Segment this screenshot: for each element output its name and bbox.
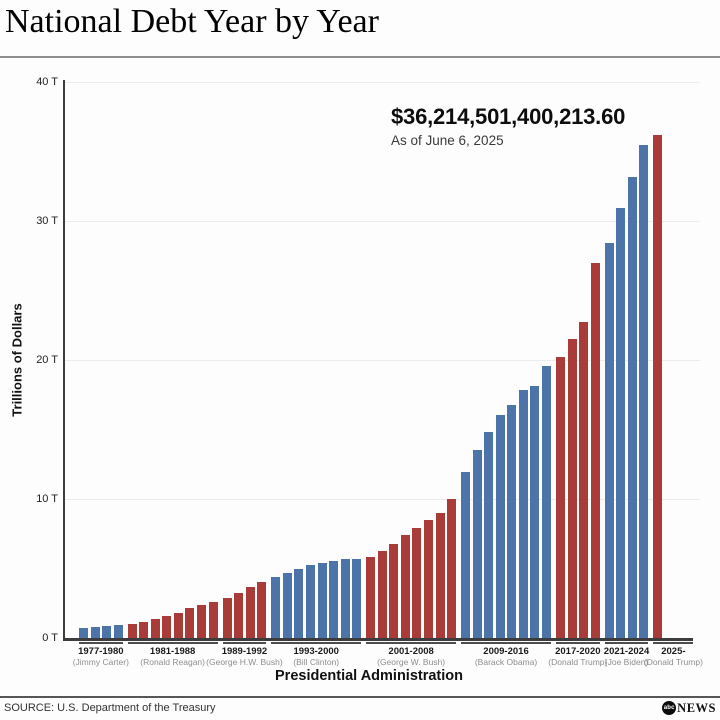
debt-bar <box>113 625 123 638</box>
chart-title: National Debt Year by Year <box>5 3 379 40</box>
group-bracket <box>79 642 123 644</box>
debt-bar <box>627 176 637 638</box>
group-president-label: (George H.W. Bush) <box>206 656 283 667</box>
group-years-label: 2009-2016 <box>483 645 529 657</box>
debt-bar <box>150 618 160 638</box>
debt-bar <box>90 627 100 638</box>
debt-bar <box>495 414 505 638</box>
grid-line <box>65 359 700 361</box>
group-years-label: 1989-1992 <box>221 645 268 657</box>
debt-bar <box>435 512 445 638</box>
debt-bar <box>173 612 183 638</box>
group-bracket <box>653 642 694 644</box>
group-years-label: 1993-2000 <box>293 645 339 657</box>
debt-bar <box>139 622 149 638</box>
debt-bar <box>377 551 387 638</box>
debt-bar <box>208 601 218 638</box>
debt-bar <box>541 365 551 638</box>
debt-bar <box>423 519 433 638</box>
annotation-date: As of June 6, 2025 <box>391 133 504 148</box>
debt-bar <box>329 561 339 638</box>
group-bracket <box>222 642 267 644</box>
abc-logo-icon: abc <box>662 701 677 715</box>
grid-line <box>65 81 700 83</box>
group-years-label: 2017-2020 <box>555 645 601 657</box>
debt-bar <box>366 557 376 638</box>
group-president-label: (Donald Trump) <box>548 656 608 667</box>
debt-annotation: $36,214,501,400,213.60 As of June 6, 202… <box>391 104 625 148</box>
group-bracket <box>461 642 551 644</box>
y-tick-label: 10 T <box>36 493 58 505</box>
debt-bar <box>653 134 663 638</box>
group-years-label: 2025- <box>661 645 686 657</box>
group-years-label: 2021-2024 <box>603 645 650 657</box>
group-bracket <box>366 642 457 644</box>
debt-bar <box>389 543 399 638</box>
grid-line <box>65 220 700 222</box>
group-president-label: (Barack Obama) <box>474 656 538 667</box>
source-credit: SOURCE: U.S. Department of the Treasury <box>4 702 216 714</box>
debt-bar <box>257 581 267 638</box>
y-axis-line <box>63 80 65 638</box>
debt-bar <box>282 572 292 638</box>
debt-bar <box>484 432 494 638</box>
x-axis-title: Presidential Administration <box>275 668 463 684</box>
debt-bar <box>530 385 540 638</box>
group-bracket <box>604 642 649 644</box>
abc-news-wordmark: NEWS <box>677 700 716 715</box>
debt-bar <box>567 338 577 638</box>
debt-bar <box>127 624 137 638</box>
header-divider <box>0 56 720 58</box>
debt-bar <box>412 527 422 638</box>
debt-bar <box>472 449 482 638</box>
debt-bar <box>590 263 600 638</box>
group-bracket <box>556 642 600 644</box>
debt-bar <box>162 616 172 638</box>
debt-bar <box>639 145 649 638</box>
debt-bar <box>616 208 626 638</box>
group-president-label: (Ronald Reagan) <box>140 656 205 667</box>
group-bracket <box>271 642 362 644</box>
grid-line <box>65 498 700 500</box>
debt-bar <box>556 356 565 638</box>
debt-bar <box>271 576 281 638</box>
debt-bar <box>222 598 232 638</box>
debt-bar <box>305 565 315 638</box>
debt-bar <box>518 390 528 638</box>
group-years-label: 1981-1988 <box>149 645 196 657</box>
footer-divider <box>0 696 720 698</box>
debt-bar <box>197 605 206 638</box>
debt-bar <box>234 593 244 638</box>
debt-bar <box>317 562 327 638</box>
debt-bar <box>447 498 457 638</box>
debt-bar <box>102 626 112 638</box>
group-president-label: (George W. Bush) <box>377 656 446 667</box>
debt-bar <box>604 242 614 638</box>
x-axis-line <box>63 638 693 641</box>
debt-bar <box>245 586 255 638</box>
y-tick-label: 30 T <box>36 215 58 227</box>
debt-bar <box>400 535 410 638</box>
debt-bar <box>340 559 350 638</box>
debt-bar <box>352 559 362 638</box>
debt-bar <box>79 628 88 638</box>
group-years-label: 2001-2008 <box>388 645 434 657</box>
y-tick-label: 0 T <box>42 632 58 644</box>
group-president-label: (Jimmy Carter) <box>72 656 129 667</box>
y-tick-label: 20 T <box>36 354 58 366</box>
annotation-debt-value: $36,214,501,400,213.60 <box>391 104 626 129</box>
group-bracket <box>127 642 218 644</box>
debt-bar <box>294 568 304 638</box>
debt-bar <box>507 405 517 638</box>
abc-news-logo: abc NEWS <box>662 700 716 716</box>
debt-bar <box>461 472 471 638</box>
debt-bar <box>579 322 589 638</box>
y-tick-label: 40 T <box>36 76 58 88</box>
group-president-label: (Donald Trump) <box>643 656 703 667</box>
group-years-label: 1977-1980 <box>78 645 124 657</box>
group-president-label: (Joe Biden) <box>604 656 649 667</box>
group-president-label: (Bill Clinton) <box>293 656 340 667</box>
debt-bar <box>185 608 195 638</box>
